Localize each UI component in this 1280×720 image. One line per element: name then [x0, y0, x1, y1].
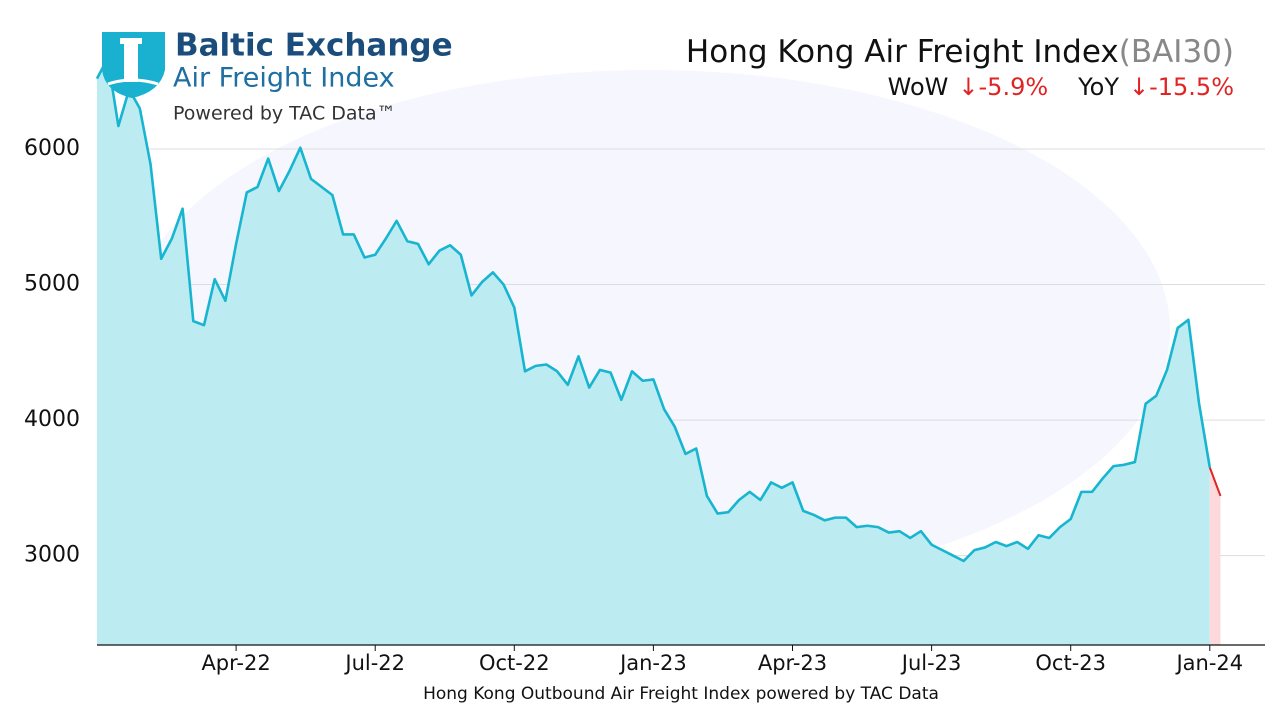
y-tick-label: 5000	[24, 272, 80, 297]
line	[95, 56, 1212, 563]
x-tick-label: Oct-22	[479, 651, 550, 675]
x-tick-label: Jan-24	[1174, 651, 1243, 675]
y-tick-label: 4000	[24, 407, 80, 432]
x-tick-label: Jul-23	[900, 651, 962, 675]
x-tick-label: Apr-23	[758, 651, 827, 675]
x-tick-label: Apr-22	[201, 651, 270, 675]
logo-name: Baltic Exchange	[175, 28, 453, 64]
x-tick-label: Jul-22	[343, 651, 405, 675]
area-fill	[97, 58, 1210, 646]
change-stats: WoW ↓-5.9% YoY ↓-15.5%	[888, 73, 1234, 101]
yoy-value: ↓-15.5%	[1129, 73, 1234, 101]
logo-product: Air Freight Index	[173, 63, 395, 94]
yoy-label: YoY	[1077, 73, 1119, 101]
y-tick-label: 3000	[24, 543, 80, 568]
chart-title: Hong Kong Air Freight Index(BAI30)	[686, 34, 1234, 70]
x-tick-label: Oct-23	[1035, 651, 1106, 675]
y-tick-label: 6000	[24, 136, 80, 161]
wow-value: ↓-5.9%	[958, 73, 1048, 101]
title-suffix: (BAI30)	[1119, 34, 1234, 70]
highlight-line	[1208, 467, 1222, 497]
wow-label: WoW	[888, 73, 949, 101]
title-main: Hong Kong Air Freight Index	[686, 34, 1119, 70]
logo-tagline: Powered by TAC Data™	[173, 103, 396, 125]
logo-icon	[102, 32, 165, 98]
highlight-area	[1209, 467, 1221, 645]
x-axis-title: Hong Kong Outbound Air Freight Index pow…	[423, 684, 939, 704]
x-tick-label: Jan-23	[618, 651, 687, 675]
